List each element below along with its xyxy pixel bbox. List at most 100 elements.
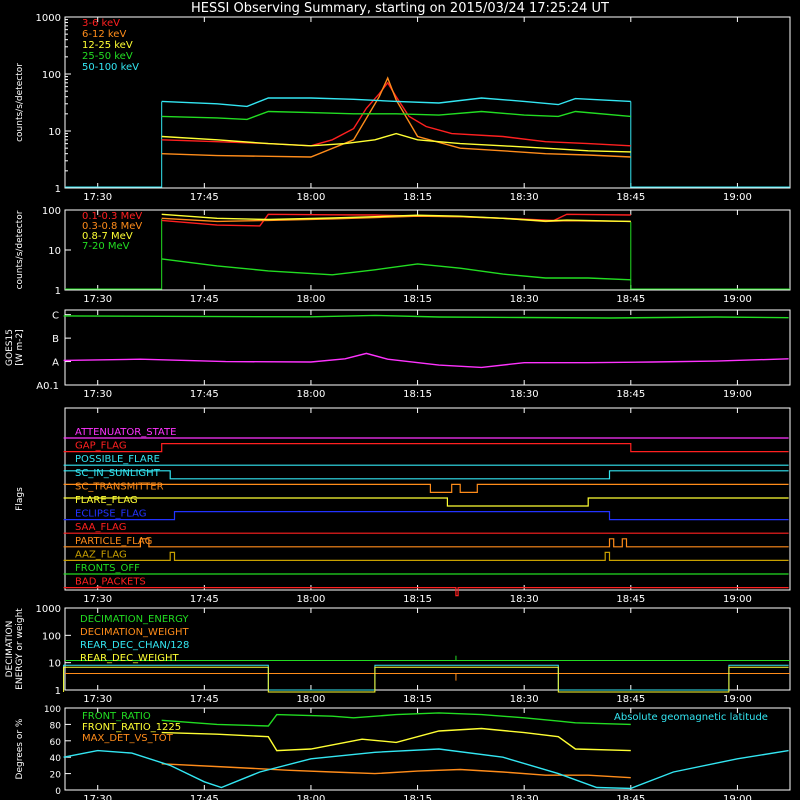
flag-label: GAP_FLAG: [75, 441, 127, 452]
time-tick-label: 18:45: [616, 192, 645, 203]
time-tick-label: 18:45: [616, 294, 645, 305]
time-tick-label: 17:30: [83, 192, 112, 203]
time-tick-label: 18:30: [510, 594, 539, 605]
panel-gamma: 17:30 17:45 18:00 18:15 18:30 18:45 19:00 count…: [15, 206, 791, 305]
y-tick-label: 60: [50, 738, 62, 748]
flag-label: BAD_PACKETS: [75, 577, 146, 588]
series-line-0.8-7-MeV: [161, 213, 631, 223]
panel-hxr: 17:30 17:45 18:00 18:15 18:30 18:45 19:00 count…: [15, 13, 791, 203]
series-line-25-50-keV: [161, 110, 631, 121]
flag-label: POSSIBLE_FLARE: [75, 454, 160, 465]
y-tick-label: 0: [55, 787, 61, 797]
panel-frame: [64, 309, 791, 386]
y-tick-label: A0.1: [36, 381, 59, 392]
time-tick-label: 18:00: [297, 389, 326, 400]
rear-dec-weight-line: [63, 666, 789, 693]
legend-entry: 0.1-0.3 MeV: [82, 211, 142, 222]
series-line-50-100-keV: [161, 97, 631, 108]
flag-label: SAA_FLAG: [75, 522, 126, 533]
y-tick-label: 1: [55, 184, 61, 195]
y-tick-label: 1: [55, 686, 61, 697]
legend-entry: REAR_DEC_CHAN/128: [80, 640, 189, 651]
y-axis-label: counts/s/detector: [15, 210, 25, 289]
legend-entry: 50-100 keV: [82, 62, 139, 73]
series-line-0.1-0.3-MeV: [161, 213, 631, 227]
gap-edge: [630, 101, 790, 188]
y-axis-label: DECIMATION: [5, 621, 15, 678]
y-tick-label: A: [52, 358, 59, 369]
gap-edge: [65, 218, 163, 290]
flag-label: AAZ_FLAG: [75, 549, 127, 560]
plot-title: HESSI Observing Summary, starting on 201…: [191, 1, 609, 16]
time-tick-label: 18:00: [297, 294, 326, 305]
time-tick-label: 17:45: [190, 694, 219, 705]
legend-entry: DECIMATION_ENERGY: [80, 614, 189, 625]
time-tick-label: 18:45: [616, 594, 645, 605]
time-tick-label: 18:15: [403, 794, 432, 800]
y-tick-label: 20: [50, 771, 62, 781]
y-tick-label: 1000: [36, 13, 61, 24]
time-tick-label: 18:45: [616, 794, 645, 800]
y-tick-label: 100: [42, 631, 61, 642]
time-tick-label: 18:30: [510, 794, 539, 800]
y-tick-label: B: [52, 334, 59, 345]
time-tick-label: 18:00: [297, 594, 326, 605]
flag-line-aaz_flag: [63, 551, 789, 562]
y-tick-label: 40: [50, 754, 62, 764]
flag-label: SC_IN_SUNLIGHT: [75, 468, 161, 479]
legend-entry: 25-50 keV: [82, 51, 133, 62]
y-tick-label: 1: [55, 286, 61, 297]
time-tick-label: 19:00: [723, 694, 752, 705]
time-tick-label: 17:45: [190, 794, 219, 800]
series-line-front_ratio_1225: [161, 727, 631, 752]
goes-short-channel-line: [63, 352, 789, 369]
time-tick-label: 18:30: [510, 192, 539, 203]
time-tick-label: 17:45: [190, 594, 219, 605]
time-tick-label: 18:00: [297, 192, 326, 203]
goes-long-channel-line: [63, 314, 789, 319]
time-tick-label: 17:45: [190, 192, 219, 203]
panel-frame: [64, 707, 791, 791]
panel-goes: 17:30 17:45 18:00 18:15 18:30 18:45 19:00 GOES1…: [5, 309, 791, 400]
time-tick-label: 18:15: [403, 694, 432, 705]
y-tick-label: 10: [48, 659, 61, 670]
time-tick-label: 18:45: [616, 694, 645, 705]
flag-line-sc_in_sunlight: [63, 470, 789, 480]
time-tick-label: 17:45: [190, 389, 219, 400]
y-axis-label: ENERGY or weight: [15, 608, 25, 690]
time-tick-label: 18:15: [403, 294, 432, 305]
panel-decimation: 17:30 17:45 18:00 18:15 18:30 18:45 19:00 DECIM…: [5, 604, 791, 705]
y-tick-label: 100: [42, 70, 61, 81]
legend-entry: 0.3-0.8 MeV: [82, 221, 142, 232]
legend-entry: DECIMATION_WEIGHT: [80, 627, 189, 638]
panel-flags: 17:30 17:45 18:00 18:15 18:30 18:45 19:00 Flags…: [15, 407, 791, 605]
y-tick-label: 1000: [36, 604, 61, 615]
series-line-7-20-MeV: [161, 258, 631, 281]
panel-frame: [64, 16, 791, 189]
y-tick-label: C: [52, 311, 59, 322]
time-tick-label: 17:30: [83, 694, 112, 705]
series-line-front_ratio: [161, 712, 631, 727]
gap-edge: [630, 222, 790, 290]
time-tick-label: 18:00: [297, 694, 326, 705]
y-axis-label: Flags: [15, 487, 25, 511]
series-line-12-25-keV: [161, 132, 631, 153]
time-tick-label: 18:30: [510, 694, 539, 705]
y-tick-label: 80: [50, 721, 62, 731]
time-tick-label: 17:30: [83, 389, 112, 400]
panels-group: 17:30 17:45 18:00 18:15 18:30 18:45 19:00 count…: [5, 13, 791, 800]
gap-edge: [65, 101, 163, 188]
y-axis-label: counts/s/detector: [15, 63, 25, 142]
time-tick-label: 17:45: [190, 294, 219, 305]
time-tick-label: 18:15: [403, 389, 432, 400]
flag-label: ATTENUATOR_STATE: [75, 427, 176, 438]
y-tick-label: 10: [48, 246, 61, 257]
legend-entry: 6-12 keV: [82, 29, 126, 40]
y-tick-label: 100: [44, 705, 61, 715]
flag-label: SC_TRANSMITTER: [75, 481, 164, 492]
legend-entry: MAX_DET_VS_TOT: [82, 733, 174, 744]
flag-line-eclipse_flag: [63, 511, 789, 521]
y-tick-label: 10: [48, 127, 61, 138]
